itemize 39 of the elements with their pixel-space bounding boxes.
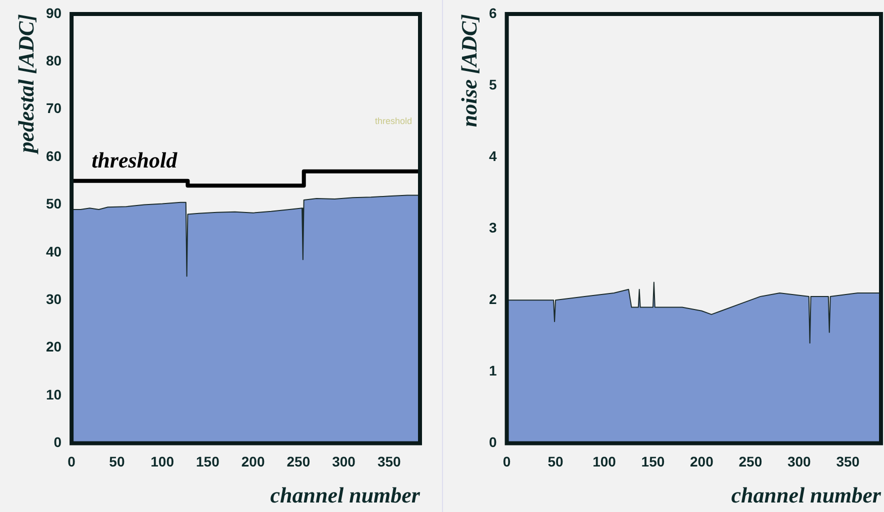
y-tick-label: 0 xyxy=(54,434,62,450)
x-tick-label: 200 xyxy=(241,453,265,470)
y-axis-title: pedestal [ADC] xyxy=(14,14,39,155)
x-tick-label: 350 xyxy=(377,453,402,470)
y-tick-label: 40 xyxy=(46,243,62,260)
x-tick-label: 250 xyxy=(286,453,310,470)
y-tick-label: 6 xyxy=(488,4,497,21)
x-tick-label: 300 xyxy=(787,453,812,470)
x-tick-label: 150 xyxy=(196,453,220,470)
x-tick-label: 0 xyxy=(68,453,76,470)
x-tick-label: 150 xyxy=(641,453,665,470)
x-axis-title: channel number xyxy=(270,482,420,508)
annotation: threshold xyxy=(374,116,412,126)
y-tick-label: 70 xyxy=(46,100,62,116)
series-label: threshold xyxy=(92,148,178,173)
x-tick-label: 50 xyxy=(548,453,564,470)
y-tick-label: 20 xyxy=(46,338,62,355)
y-tick-label: 90 xyxy=(46,4,62,21)
x-tick-label: 100 xyxy=(150,453,174,470)
x-axis-title: channel number xyxy=(731,482,882,508)
x-tick-label: 350 xyxy=(836,453,860,470)
x-tick-label: 0 xyxy=(502,453,511,470)
x-tick-label: 50 xyxy=(109,453,125,470)
y-tick-label: 10 xyxy=(46,386,62,402)
y-tick-label: 30 xyxy=(46,290,62,307)
y-tick-label: 4 xyxy=(488,148,497,164)
x-tick-label: 300 xyxy=(332,453,356,470)
y-tick-label: 80 xyxy=(46,52,62,69)
y-tick-label: 5 xyxy=(488,76,497,92)
x-tick-label: 250 xyxy=(738,453,762,470)
x-tick-label: 100 xyxy=(592,453,616,470)
y-tick-label: 50 xyxy=(46,196,62,212)
y-tick-label: 60 xyxy=(46,148,62,164)
y-tick-label: 3 xyxy=(488,219,497,236)
y-tick-label: 0 xyxy=(488,434,497,450)
y-axis-title: noise [ADC] xyxy=(456,14,482,128)
x-tick-label: 200 xyxy=(690,453,714,470)
y-tick-label: 2 xyxy=(488,290,497,307)
y-tick-label: 1 xyxy=(488,362,497,379)
